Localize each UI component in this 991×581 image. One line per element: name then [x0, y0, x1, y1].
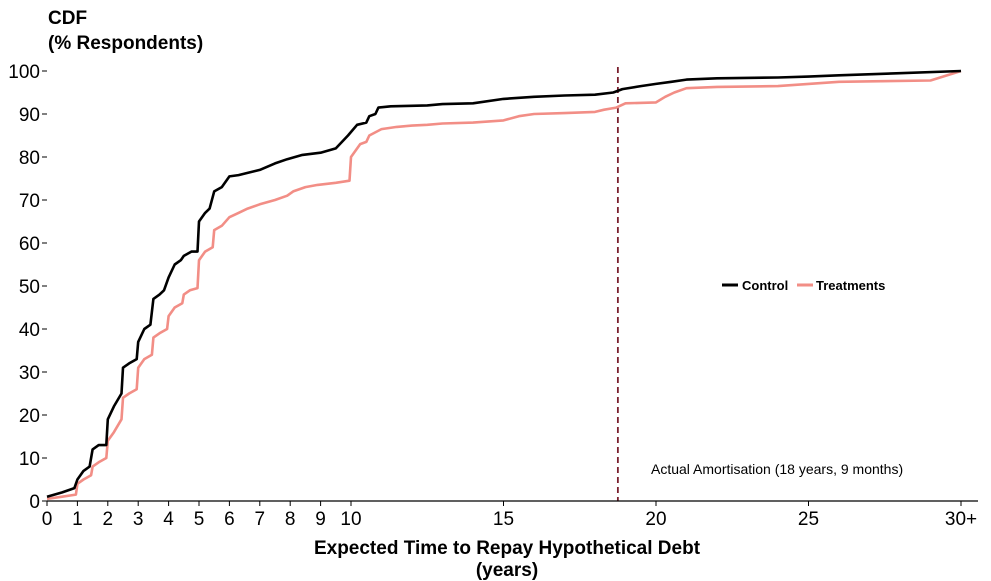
- y-tick-label: 60: [19, 234, 40, 255]
- legend-label-treatments: Treatments: [816, 278, 885, 293]
- x-tick-label: 0: [42, 509, 53, 530]
- y-tick-label: 70: [19, 191, 40, 212]
- series-line-treatments: [46, 69, 962, 501]
- x-tick-label: 4: [163, 509, 174, 530]
- chart-title: CDF: [48, 8, 87, 29]
- y-tick-label: 50: [19, 277, 40, 298]
- y-tick-label: 100: [8, 62, 40, 83]
- x-axis-ticks: 0 1 2 3 4 5 6 7 8 9 10 15 20 25 30+: [42, 501, 977, 530]
- legend: Control Treatments: [722, 278, 885, 293]
- chart-subtitle: (% Respondents): [48, 33, 203, 54]
- x-tick-label: 25: [798, 509, 819, 530]
- x-tick-label: 5: [194, 509, 205, 530]
- x-tick-label: 3: [133, 509, 144, 530]
- x-tick-label: 10: [340, 509, 361, 530]
- y-tick-label: 30: [19, 363, 40, 384]
- y-tick-label: 0: [29, 492, 40, 513]
- x-tick-label: 20: [645, 509, 666, 530]
- y-tick-label: 10: [19, 449, 40, 470]
- y-tick-label: 40: [19, 320, 40, 341]
- y-tick-label: 80: [19, 148, 40, 169]
- x-tick-label: 7: [255, 509, 266, 530]
- x-axis-title-unit: (years): [476, 560, 538, 581]
- x-tick-label: 2: [103, 509, 114, 530]
- x-tick-label: 15: [493, 509, 514, 530]
- x-tick-label: 1: [72, 509, 83, 530]
- x-tick-label: 8: [285, 509, 296, 530]
- y-tick-label: 90: [19, 105, 40, 126]
- y-tick-label: 20: [19, 406, 40, 427]
- y-axis-ticks: 0 10 20 30 40 50 60 70 80 90 100: [8, 62, 47, 513]
- series-line-control: [46, 69, 962, 498]
- x-axis-title: Expected Time to Repay Hypothetical Debt: [314, 538, 701, 559]
- x-tick-label: 9: [315, 509, 326, 530]
- x-tick-label: 30+: [945, 509, 977, 530]
- legend-label-control: Control: [742, 278, 788, 293]
- x-tick-label: 6: [224, 509, 235, 530]
- amortisation-annotation: Actual Amortisation (18 years, 9 months): [651, 461, 903, 477]
- plot-area: [46, 67, 962, 501]
